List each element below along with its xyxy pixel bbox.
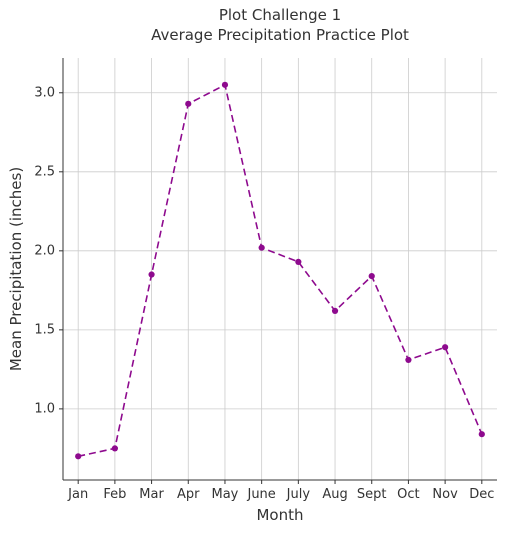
ticks: 1.0 1.5 2.0 2.5 3.0 Jan Feb Mar Apr May June July Au…	[34, 85, 494, 502]
xtick-label: June	[246, 487, 275, 502]
data-marker	[405, 357, 411, 363]
xtick-label: Apr	[177, 487, 200, 502]
ytick-label: 1.5	[34, 322, 55, 337]
xtick-label: May	[212, 487, 239, 502]
precipitation-line-chart: 1.0 1.5 2.0 2.5 3.0 Jan Feb Mar Apr May June July Au…	[0, 0, 515, 536]
grid	[63, 58, 497, 480]
y-axis-label: Mean Precipitation (inches)	[7, 167, 25, 371]
data-marker	[75, 453, 81, 459]
data-marker	[369, 273, 375, 279]
data-marker	[479, 431, 485, 437]
xtick-label: July	[286, 487, 311, 502]
ytick-label: 2.0	[34, 243, 55, 258]
data-marker	[222, 82, 228, 88]
data-marker	[148, 271, 154, 277]
xtick-label: Sept	[357, 487, 387, 502]
data-marker	[259, 245, 265, 251]
data-line	[78, 85, 482, 456]
xtick-label: Oct	[397, 487, 419, 502]
xtick-label: Mar	[139, 487, 164, 502]
data-marker	[332, 308, 338, 314]
ytick-label: 2.5	[34, 164, 55, 179]
markers	[75, 82, 485, 460]
xtick-label: Dec	[469, 487, 494, 502]
xtick-label: Aug	[322, 487, 347, 502]
xtick-label: Feb	[103, 487, 126, 502]
spines	[63, 58, 497, 480]
data-marker	[295, 259, 301, 265]
ytick-label: 3.0	[34, 85, 55, 100]
xtick-label: Nov	[432, 487, 458, 502]
ytick-label: 1.0	[34, 401, 55, 416]
chart-title-line2: Average Precipitation Practice Plot	[151, 26, 409, 44]
x-axis-label: Month	[256, 506, 303, 524]
xtick-label: Jan	[67, 487, 88, 502]
data-marker	[112, 445, 118, 451]
data-marker	[442, 344, 448, 350]
chart-title-line1: Plot Challenge 1	[219, 6, 341, 24]
data-marker	[185, 101, 191, 107]
